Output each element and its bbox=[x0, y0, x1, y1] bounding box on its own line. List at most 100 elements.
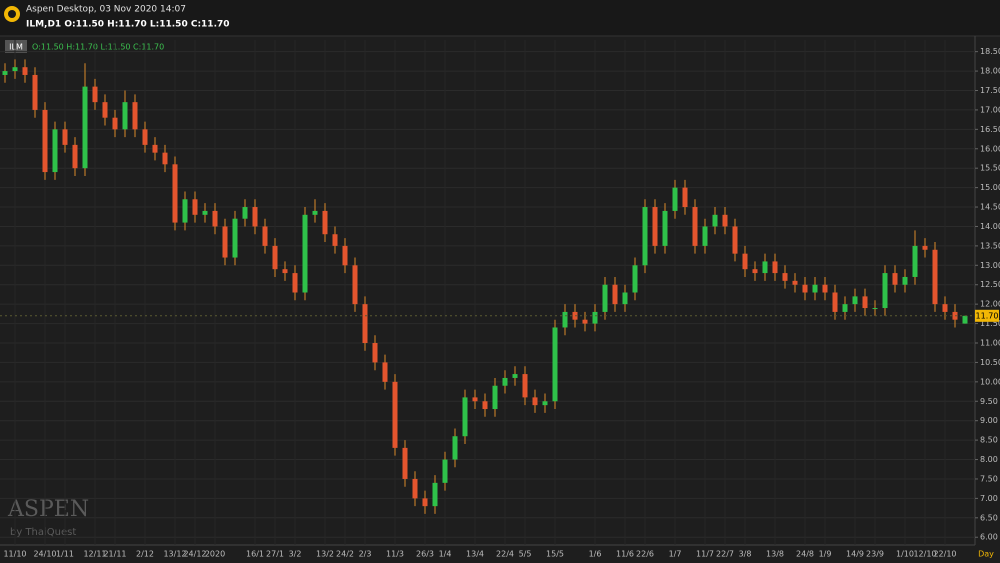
candle-body bbox=[302, 214, 308, 293]
candle-body bbox=[2, 71, 8, 75]
y-tick-label: 17.00 bbox=[980, 105, 1000, 114]
candle-body bbox=[192, 199, 198, 215]
candle-body bbox=[172, 164, 178, 223]
x-tick-label: 13/8 bbox=[766, 550, 784, 559]
candle-body bbox=[482, 401, 488, 410]
candle-body bbox=[252, 207, 258, 227]
y-tick-label: 9.00 bbox=[980, 416, 998, 425]
app-icon-inner bbox=[8, 10, 16, 18]
candle-body bbox=[182, 199, 188, 223]
y-tick-label: 12.00 bbox=[980, 300, 1000, 309]
y-tick-label: 16.50 bbox=[980, 125, 1000, 134]
candle-body bbox=[532, 397, 538, 406]
candle-body bbox=[732, 226, 738, 254]
candle-body bbox=[92, 86, 98, 103]
candle-body bbox=[12, 67, 18, 72]
y-tick-label: 6.00 bbox=[980, 533, 998, 542]
y-tick-label: 18.00 bbox=[980, 67, 1000, 76]
candle-body bbox=[382, 362, 388, 382]
x-tick-label: 1/10 bbox=[896, 550, 914, 559]
candle-body bbox=[412, 478, 418, 499]
x-tick-label: 1/4 bbox=[439, 550, 452, 559]
candle-body bbox=[522, 374, 528, 398]
y-tick-label: 18.50 bbox=[980, 47, 1000, 56]
x-unit: Day bbox=[978, 550, 994, 559]
candle-body bbox=[392, 381, 398, 448]
x-tick-label: 22/10 bbox=[933, 550, 956, 559]
candle-body bbox=[842, 304, 848, 312]
candle-body bbox=[942, 304, 948, 312]
x-tick-label: 26/3 bbox=[416, 550, 434, 559]
candle-body bbox=[812, 284, 818, 293]
header-title: Aspen Desktop, 03 Nov 2020 14:07 bbox=[26, 5, 186, 15]
candle-body bbox=[822, 284, 828, 293]
symbol-label: ILM bbox=[9, 43, 23, 52]
candle-body bbox=[502, 377, 508, 386]
candle-body bbox=[872, 308, 878, 310]
candle-body bbox=[262, 226, 268, 246]
y-tick-label: 10.00 bbox=[980, 377, 1000, 386]
y-tick-label: 14.50 bbox=[980, 203, 1000, 212]
y-tick-label: 14.00 bbox=[980, 222, 1000, 231]
candle-body bbox=[432, 482, 438, 507]
x-tick-label: 12/11 bbox=[83, 550, 106, 559]
x-tick-label: 11/10 bbox=[3, 550, 26, 559]
x-tick-label: 24/2 bbox=[336, 550, 354, 559]
y-tick-label: 9.50 bbox=[980, 397, 998, 406]
candle-body bbox=[202, 210, 208, 215]
x-tick-label: 5/5 bbox=[519, 550, 532, 559]
candle-body bbox=[932, 249, 938, 305]
x-tick-label: 2/12 bbox=[136, 550, 154, 559]
candle-body bbox=[582, 319, 588, 324]
x-tick-label: 1/6 bbox=[589, 550, 602, 559]
candle-body bbox=[312, 210, 318, 215]
x-tick-label: 11/7 bbox=[696, 550, 714, 559]
last-price-label: 11.70 bbox=[976, 311, 999, 320]
x-tick-label: 23/9 bbox=[866, 550, 884, 559]
candle-body bbox=[242, 207, 248, 219]
candle-body bbox=[922, 245, 928, 250]
candle-body bbox=[332, 234, 338, 246]
candle-body bbox=[362, 304, 368, 343]
x-tick-label: 22/6 bbox=[636, 550, 654, 559]
candle-body bbox=[52, 129, 58, 173]
x-tick-label: 1/9 bbox=[819, 550, 832, 559]
candle-body bbox=[322, 210, 328, 235]
x-tick-label: 16/1 bbox=[246, 550, 264, 559]
candle-body bbox=[342, 245, 348, 266]
last-price-box bbox=[975, 309, 999, 322]
candle-body bbox=[512, 374, 518, 378]
candle-body bbox=[32, 74, 38, 110]
candle-body bbox=[662, 210, 668, 246]
candle-body bbox=[702, 226, 708, 246]
candle-body bbox=[632, 265, 638, 293]
candle-body bbox=[722, 214, 728, 227]
candle-body bbox=[372, 343, 378, 363]
candle-body bbox=[602, 284, 608, 312]
y-tick-label: 6.50 bbox=[980, 513, 998, 522]
candle-body bbox=[772, 261, 778, 274]
candle-body bbox=[492, 385, 498, 410]
y-tick-label: 17.50 bbox=[980, 86, 1000, 95]
candle-body bbox=[22, 67, 28, 75]
y-tick-label: 11.00 bbox=[980, 339, 1000, 348]
candle-body bbox=[292, 273, 298, 293]
y-tick-label: 7.50 bbox=[980, 474, 998, 483]
candle-body bbox=[752, 269, 758, 274]
candle-body bbox=[712, 214, 718, 227]
x-tick-label: 13/4 bbox=[466, 550, 484, 559]
candle-body bbox=[132, 102, 138, 130]
candle-body bbox=[762, 261, 768, 274]
candle-body bbox=[782, 273, 788, 281]
candle-body bbox=[592, 311, 598, 324]
candle-body bbox=[212, 210, 218, 227]
candle-body bbox=[472, 397, 478, 402]
candle-body bbox=[352, 265, 358, 305]
x-tick-label: 21/11 bbox=[103, 550, 126, 559]
header-symbol: ILM,D1 O:11.50 H:11.70 L:11.50 C:11.70 bbox=[26, 20, 230, 30]
candle-body bbox=[622, 292, 628, 305]
x-tick-label: 11/6 bbox=[616, 550, 634, 559]
candle-body bbox=[552, 327, 558, 402]
